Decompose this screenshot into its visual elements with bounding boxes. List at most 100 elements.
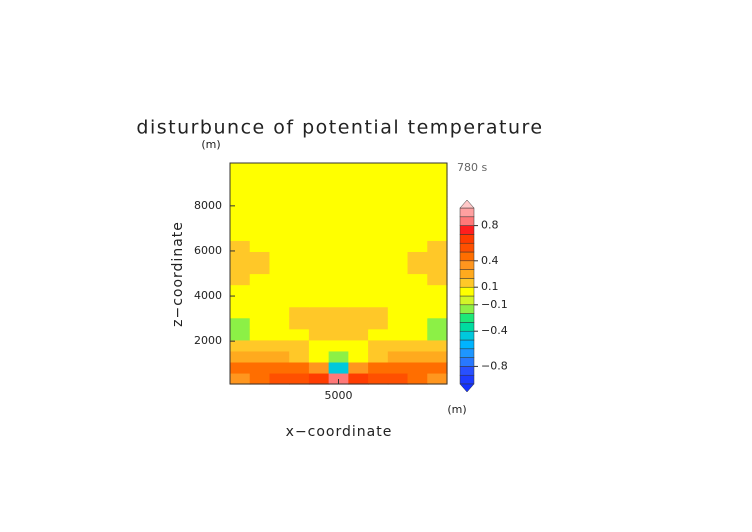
field-cell (249, 339, 271, 352)
x-axis-label: x−coordinate (286, 424, 393, 440)
colorbar-box (459, 286, 475, 297)
field-cell (387, 251, 409, 264)
colorbar-box (459, 225, 475, 235)
y-tick-label: 6000 (194, 244, 222, 257)
field-cell (230, 317, 251, 330)
field-cell (269, 174, 290, 186)
field-cell (368, 163, 389, 175)
field-cell (269, 328, 290, 341)
field-cell (348, 207, 369, 219)
field-cell (407, 240, 428, 252)
field-cell (289, 174, 310, 186)
field-cell (427, 361, 448, 374)
field-cell (387, 306, 409, 319)
field-cell (348, 372, 369, 385)
field-cell (230, 240, 251, 252)
field-cell (427, 229, 448, 241)
field-cell (328, 317, 349, 330)
field-cell (308, 273, 330, 286)
field-cell (249, 240, 271, 252)
colorbar-tick-label: −0.1 (481, 298, 508, 311)
field-cell (230, 174, 251, 186)
field-cell (387, 163, 409, 175)
field-cell (368, 306, 389, 319)
field-cell (328, 262, 349, 275)
field-cell (269, 196, 290, 208)
field-cell (289, 185, 310, 197)
field-cell (249, 196, 271, 208)
colorbar-box (459, 357, 475, 367)
field-cell (308, 185, 330, 197)
field-cell (427, 262, 448, 275)
x-tick-label: 5000 (325, 389, 353, 402)
field-cell (368, 350, 389, 363)
field-cell (230, 350, 251, 363)
field-cell (328, 196, 349, 208)
field-cell (368, 262, 389, 275)
field-cell (387, 317, 409, 330)
field-cell (289, 229, 310, 241)
field-cell (249, 361, 271, 374)
colorbar-box (459, 374, 475, 385)
field-cell (368, 196, 389, 208)
field-cell (230, 361, 251, 374)
field-cell (328, 339, 349, 352)
field-cell (308, 196, 330, 208)
y-tick-label: 2000 (194, 334, 222, 347)
field-cell (348, 328, 369, 341)
field-cell (348, 273, 369, 286)
field-cell (328, 295, 349, 308)
field-cell (308, 361, 330, 374)
field-cell (407, 218, 428, 230)
field-cell (368, 317, 389, 330)
field-cell (368, 284, 389, 297)
colorbar-extend-high (459, 199, 475, 209)
field-cell (407, 262, 428, 275)
field-cell (328, 350, 349, 363)
colorbar-box (459, 216, 475, 226)
field-cell (328, 273, 349, 286)
field-cell (308, 240, 330, 252)
field-cell (230, 306, 251, 319)
field-cell (427, 328, 448, 341)
field-cell (269, 262, 290, 275)
field-cell (308, 295, 330, 308)
field-cell (230, 284, 251, 297)
field-cell (348, 317, 369, 330)
colorbar-box (459, 278, 475, 288)
field-cell (289, 372, 310, 385)
field-cell (269, 163, 290, 175)
field-cell (427, 163, 448, 175)
field-cell (407, 350, 428, 363)
field-cell (328, 372, 349, 385)
colorbar-tick-label: 0.4 (481, 254, 499, 267)
field-cell (308, 229, 330, 241)
field-cell (387, 339, 409, 352)
field-cell (427, 174, 448, 186)
field-cell (387, 273, 409, 286)
field-cell (348, 174, 369, 186)
colorbar-tick-label: 0.8 (481, 219, 499, 232)
field-cell (328, 174, 349, 186)
colorbar-box (459, 339, 475, 350)
field-cell (368, 295, 389, 308)
field-cell (427, 273, 448, 286)
field-cell (427, 350, 448, 363)
field-cell (230, 196, 251, 208)
chart-title: disturbunce of potential temperature (136, 117, 543, 139)
field-cell (308, 251, 330, 264)
field-cell (249, 284, 271, 297)
field-cell (407, 185, 428, 197)
field-cell (368, 273, 389, 286)
field-cell (249, 251, 271, 264)
field-cell (308, 207, 330, 219)
field-cell (249, 174, 271, 186)
field-cell (407, 339, 428, 352)
field-cell (269, 240, 290, 252)
field-cell (249, 229, 271, 241)
field-cell (368, 229, 389, 241)
y-unit: (m) (201, 138, 220, 151)
field-cell (407, 306, 428, 319)
colorbar-tick-label: −0.4 (481, 324, 508, 337)
field-cell (348, 306, 369, 319)
